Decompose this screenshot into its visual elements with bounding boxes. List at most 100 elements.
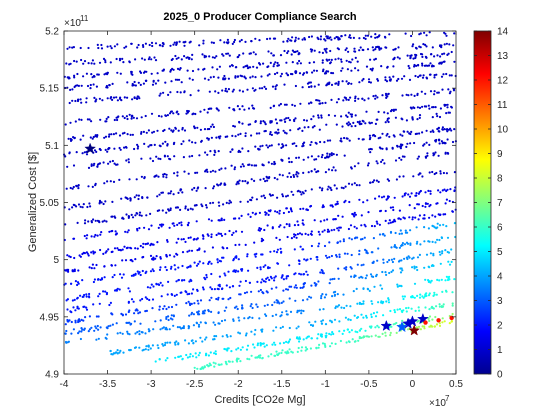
scatter-point [197,354,200,357]
scatter-point [448,92,451,95]
scatter-point [138,346,141,349]
scatter-point [230,350,233,353]
scatter-point [309,257,312,260]
scatter-point [169,44,172,47]
scatter-point [372,312,375,315]
scatter-point [265,290,268,293]
scatter-point [130,117,133,120]
scatter-point [372,49,375,52]
x-tick-label: -1 [321,379,330,390]
scatter-point [309,323,313,327]
scatter-point [266,37,269,41]
scatter-point [99,233,102,236]
scatter-point [136,270,139,273]
scatter-point [251,87,254,90]
scatter-point [270,353,273,356]
scatter-point [310,141,313,144]
scatter-point [122,61,125,64]
scatter-point [230,164,233,167]
scatter-point [220,234,224,237]
scatter-point [234,135,237,138]
scatter-point [289,207,292,210]
scatter-point [250,40,253,43]
scatter-point [90,73,93,76]
scatter-point [107,248,110,251]
scatter-point [423,240,426,243]
scatter-point [175,252,178,255]
scatter-point [418,132,421,135]
scatter-point [228,229,231,233]
scatter-point [336,47,339,50]
scatter-point [247,213,250,216]
scatter-point [394,108,397,111]
scatter-point [211,201,215,204]
scatter-point [166,239,169,242]
scatter-point [338,253,341,256]
scatter-point [177,342,180,345]
scatter-point [270,144,273,147]
scatter-point [270,52,273,55]
scatter-point [433,76,436,79]
scatter-point [97,337,100,340]
scatter-point [172,193,175,196]
scatter-point [358,37,361,40]
scatter-point [313,69,316,72]
scatter-point [274,275,277,278]
scatter-point [67,77,70,80]
scatter-point [64,155,67,158]
scatter-point [256,280,259,283]
scatter-point [217,109,220,112]
scatter-point [357,162,360,165]
scatter-point [437,138,441,141]
scatter-point [133,196,136,199]
scatter-point [421,55,424,59]
scatter-point [385,134,388,137]
scatter-point [128,113,131,116]
scatter-point [269,210,272,213]
x-tick-label: -2 [234,379,243,390]
scatter-point [325,47,328,50]
scatter-point [293,235,296,238]
scatter-point [442,141,446,144]
scatter-point [372,261,375,264]
scatter-point [99,248,102,252]
scatter-point [377,247,380,250]
scatter-point [188,249,191,252]
scatter-point [340,35,343,38]
scatter-point [166,114,169,117]
scatter-point [209,286,212,289]
scatter-point [446,236,450,239]
scatter-point [187,172,190,175]
scatter-point [336,227,339,230]
scatter-point [133,346,137,349]
scatter-point [346,328,349,331]
scatter-point [329,49,332,53]
scatter-point [288,160,291,164]
scatter-point [124,259,128,262]
scatter-point [209,351,212,354]
scatter-point [255,164,258,167]
scatter-point [83,252,86,255]
scatter-point [414,56,417,60]
scatter-point [330,58,333,62]
scatter-point [364,122,367,125]
colorbar-tick-label: 11 [497,100,508,111]
scatter-point [96,165,99,168]
scatter-point [273,341,276,344]
scatter-point [106,180,109,183]
scatter-point [134,214,137,217]
scatter-point [347,124,350,127]
scatter-point [91,185,94,188]
scatter-point [439,170,442,173]
scatter-point [418,253,421,256]
scatter-point [206,153,209,156]
scatter-point [390,258,393,261]
scatter-point [199,367,202,371]
scatter-point [225,41,228,44]
scatter-point [366,252,369,255]
scatter-point [319,271,322,274]
scatter-point [441,317,444,320]
scatter-point [177,113,180,116]
scatter-point [413,282,417,285]
scatter-point [69,255,72,259]
